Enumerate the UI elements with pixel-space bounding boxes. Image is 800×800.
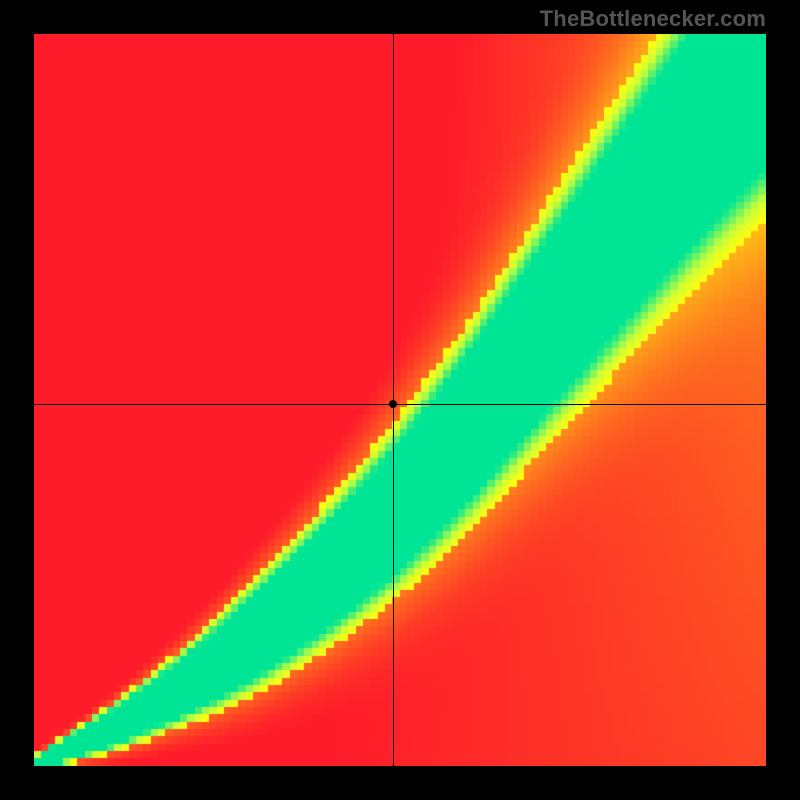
plot-area [34,34,766,766]
watermark-text: TheBottlenecker.com [540,6,766,32]
heatmap-canvas [34,34,766,766]
figure-container: TheBottlenecker.com [0,0,800,800]
crosshair-horizontal [34,404,766,405]
